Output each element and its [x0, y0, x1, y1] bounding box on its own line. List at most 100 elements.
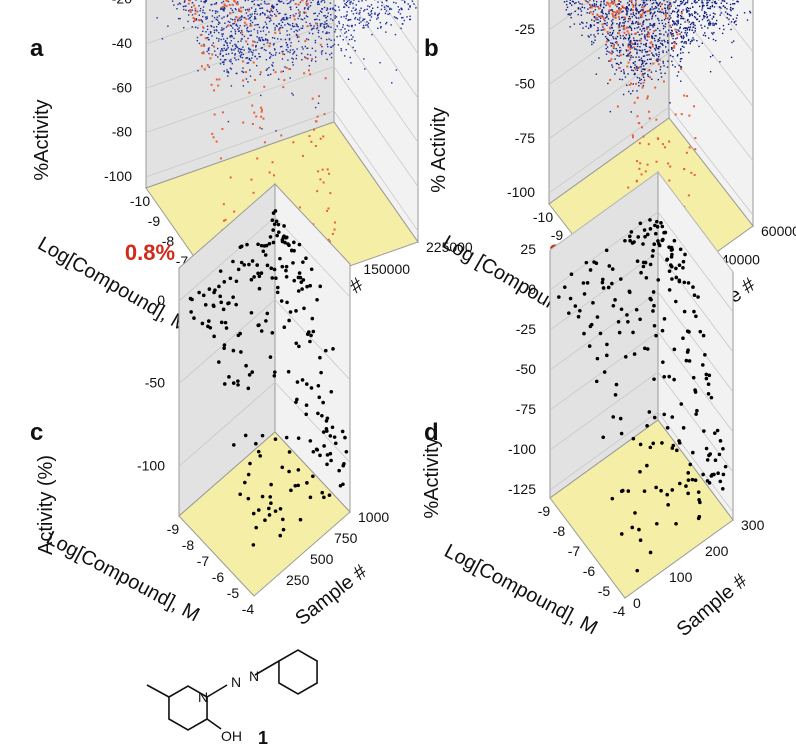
data-point — [349, 3, 351, 5]
data-point — [265, 69, 268, 71]
data-point — [215, 140, 218, 143]
data-point — [242, 85, 245, 87]
data-point — [227, 120, 230, 123]
data-point — [221, 35, 224, 37]
data-point — [344, 32, 346, 34]
data-point — [221, 27, 223, 29]
data-point — [680, 49, 682, 51]
data-point — [167, 25, 169, 27]
data-point — [363, 18, 366, 20]
data-point — [227, 14, 229, 16]
data-point — [317, 29, 320, 32]
data-point — [340, 28, 342, 31]
data-point — [589, 4, 591, 6]
data-point — [317, 102, 320, 104]
data-point — [370, 16, 373, 18]
data-point — [376, 15, 379, 17]
data-point — [263, 141, 266, 144]
data-point — [667, 42, 670, 44]
data-point — [698, 20, 700, 22]
data-point — [658, 39, 661, 42]
data-point — [325, 52, 327, 55]
data-point — [211, 53, 214, 56]
data-point — [413, 3, 415, 5]
data-point — [314, 120, 317, 123]
data-point — [350, 10, 353, 12]
data-point — [256, 32, 259, 34]
data-point — [202, 9, 204, 12]
data-point — [260, 7, 262, 10]
data-point — [657, 55, 660, 58]
data-point — [352, 36, 354, 38]
data-point — [275, 9, 278, 11]
data-point — [379, 21, 382, 24]
data-point — [246, 27, 248, 30]
data-point — [664, 72, 666, 75]
data-point — [586, 22, 588, 24]
data-point — [260, 30, 262, 33]
data-point — [206, 28, 209, 31]
data-point — [223, 61, 225, 63]
data-point — [292, 64, 294, 66]
data-point — [654, 35, 656, 37]
data-point — [290, 41, 292, 44]
data-point — [644, 72, 646, 75]
data-point — [684, 21, 686, 23]
data-point — [222, 203, 225, 206]
data-point — [631, 22, 634, 24]
data-point — [254, 17, 256, 19]
data-point — [661, 40, 663, 42]
data-point — [641, 33, 643, 35]
data-point — [206, 64, 209, 67]
data-point — [593, 3, 596, 5]
data-point — [619, 22, 621, 24]
data-point — [266, 9, 268, 12]
data-point — [259, 7, 261, 10]
data-point — [655, 35, 657, 37]
data-point — [648, 26, 650, 28]
data-point — [388, 12, 391, 15]
data-point — [730, 14, 732, 17]
data-point — [309, 22, 311, 25]
data-point — [250, 59, 252, 62]
data-point — [641, 0, 643, 1]
data-point — [619, 29, 621, 31]
data-point — [585, 0, 587, 2]
data-point — [284, 19, 286, 21]
data-point — [222, 9, 224, 11]
data-point — [300, 0, 303, 1]
data-point — [625, 49, 627, 51]
data-point — [640, 78, 643, 81]
data-point — [586, 12, 588, 14]
data-point — [222, 8, 225, 10]
data-point — [300, 52, 303, 55]
data-point — [624, 76, 627, 78]
data-point — [334, 9, 337, 12]
data-point — [661, 22, 664, 25]
data-point — [330, 14, 332, 16]
data-point — [605, 53, 608, 55]
data-point — [597, 32, 599, 35]
data-point — [606, 37, 608, 40]
data-point — [711, 5, 714, 8]
data-point — [217, 56, 219, 58]
data-point — [222, 33, 224, 35]
data-point — [695, 2, 697, 4]
data-point — [267, 10, 269, 12]
data-point — [634, 5, 637, 7]
data-point — [746, 19, 749, 21]
data-point — [398, 9, 401, 11]
data-point — [233, 22, 235, 25]
data-point — [198, 5, 200, 7]
data-point — [733, 21, 736, 24]
data-point — [735, 20, 737, 22]
data-point — [650, 12, 652, 14]
data-point — [307, 8, 309, 11]
data-point — [183, 27, 185, 29]
data-point — [317, 0, 320, 2]
data-point — [247, 37, 249, 40]
data-point — [671, 30, 673, 32]
data-point — [657, 17, 659, 20]
data-point — [196, 36, 199, 39]
data-point — [287, 17, 289, 19]
